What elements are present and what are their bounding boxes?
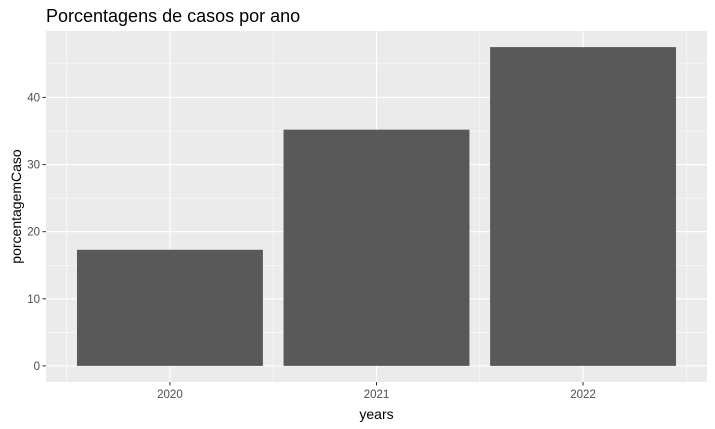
bars-layer xyxy=(76,47,677,366)
y-axis: 0 10 20 30 40 xyxy=(27,92,46,373)
y-tick-label: 10 xyxy=(27,294,40,306)
x-tick-label: 2021 xyxy=(364,389,390,401)
y-tick-label: 30 xyxy=(27,160,40,172)
y-tick-label: 0 xyxy=(34,361,40,373)
chart-title: Porcentagens de casos por ano xyxy=(46,6,300,26)
x-axis: 2020 2021 2022 xyxy=(157,382,596,401)
y-axis-title: porcentagemCaso xyxy=(8,149,24,264)
bar-2022 xyxy=(490,47,677,366)
y-tick-label: 40 xyxy=(27,92,40,104)
x-axis-title: years xyxy=(359,406,393,422)
x-tick-label: 2020 xyxy=(157,389,183,401)
bar-2020 xyxy=(76,249,263,366)
y-tick-label: 20 xyxy=(27,227,40,239)
x-tick-label: 2022 xyxy=(570,389,596,401)
bar-2021 xyxy=(283,129,470,366)
